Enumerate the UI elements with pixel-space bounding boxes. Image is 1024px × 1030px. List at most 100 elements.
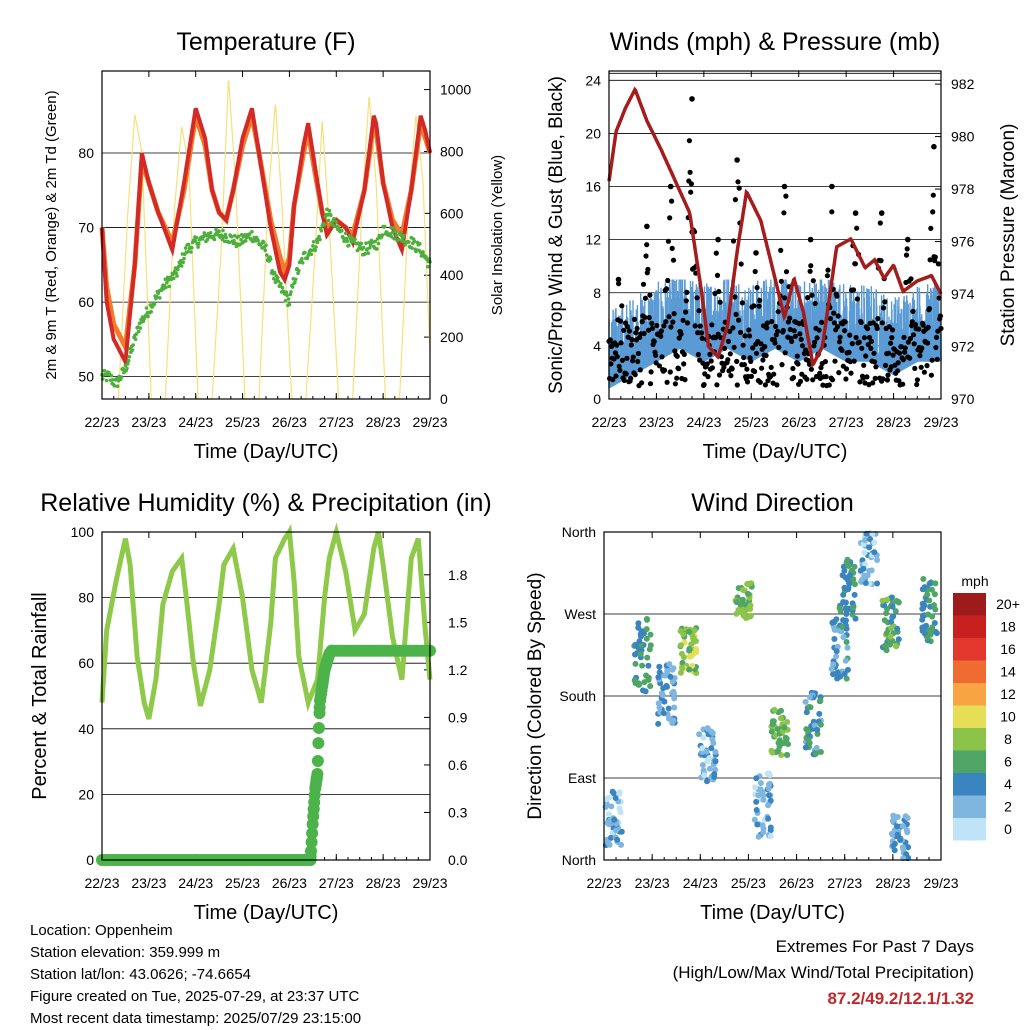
direction-point bbox=[928, 586, 935, 593]
colorbar-tick-label: 0 bbox=[1004, 821, 1012, 837]
colorbar-swatch bbox=[953, 728, 986, 751]
x-tick-label: 24/23 bbox=[178, 414, 213, 430]
td-point bbox=[186, 250, 190, 254]
gust-point bbox=[684, 289, 690, 295]
gust-point bbox=[697, 323, 703, 329]
gust-point bbox=[917, 353, 923, 359]
td-point bbox=[397, 237, 401, 242]
gust-point bbox=[896, 378, 902, 384]
direction-point bbox=[774, 748, 781, 755]
gust-point bbox=[912, 322, 919, 328]
direction-point bbox=[904, 829, 911, 836]
x-tick-label: 26/23 bbox=[781, 414, 816, 430]
direction-point bbox=[618, 828, 625, 835]
direction-point bbox=[840, 617, 847, 624]
gust-point bbox=[781, 210, 787, 216]
direction-point bbox=[606, 841, 613, 848]
colorbar-tick-label: 10 bbox=[1000, 709, 1016, 725]
td-point bbox=[186, 242, 191, 247]
td-point bbox=[322, 222, 327, 227]
direction-point bbox=[894, 625, 901, 632]
gust-point bbox=[848, 370, 854, 376]
gust-point bbox=[925, 340, 931, 346]
td-point bbox=[272, 276, 276, 281]
direction-point bbox=[931, 620, 938, 626]
x-tick-label: 25/23 bbox=[731, 875, 766, 891]
gust-point bbox=[775, 328, 781, 334]
gust-point bbox=[727, 328, 733, 334]
colorbar-swatch bbox=[953, 750, 986, 773]
direction-point bbox=[771, 706, 778, 713]
gust-point bbox=[653, 352, 659, 358]
gust-point bbox=[872, 359, 878, 365]
y-tick-label: 60 bbox=[78, 655, 94, 671]
plot-border bbox=[101, 70, 431, 400]
direction-point bbox=[866, 567, 873, 574]
td-point bbox=[152, 302, 157, 307]
gust-point bbox=[674, 375, 680, 381]
direction-point bbox=[871, 539, 878, 546]
gust-point bbox=[742, 333, 748, 339]
y-tick-label: South bbox=[559, 688, 596, 704]
gust-point bbox=[666, 314, 672, 320]
x-tick-label: 23/23 bbox=[635, 875, 670, 891]
gust-point bbox=[658, 333, 664, 339]
direction-point bbox=[890, 812, 897, 819]
gust-peak bbox=[852, 210, 859, 216]
y-axis-label: Percent & Total Rainfall bbox=[29, 592, 51, 800]
gust-point bbox=[795, 361, 801, 367]
gust-point bbox=[919, 345, 925, 351]
direction-point bbox=[781, 724, 788, 731]
gust-point bbox=[819, 319, 825, 325]
direction-point bbox=[883, 630, 890, 637]
gust-point bbox=[782, 295, 788, 301]
gust-point bbox=[834, 293, 840, 299]
gust-point bbox=[779, 362, 785, 368]
direction-point bbox=[780, 740, 787, 747]
td-point bbox=[345, 239, 350, 243]
gust-point bbox=[733, 311, 739, 317]
y-axis-label: 2m & 9m T (Red, Orange) & 2m Td (Green) bbox=[43, 90, 60, 379]
precip-point bbox=[311, 768, 324, 780]
gust-point bbox=[626, 328, 633, 334]
gust-point bbox=[888, 340, 894, 346]
gust-point bbox=[757, 297, 763, 303]
station-info: Location: Oppenheim Station elevation: 3… bbox=[30, 920, 361, 1030]
gust-point bbox=[875, 316, 881, 322]
gust-point bbox=[748, 358, 754, 364]
td-point bbox=[410, 246, 414, 250]
direction-point bbox=[693, 646, 700, 653]
direction-point bbox=[642, 688, 649, 695]
plot-border bbox=[101, 531, 431, 861]
direction-point bbox=[888, 618, 895, 625]
gust-point bbox=[614, 342, 620, 348]
gust-point bbox=[621, 377, 627, 383]
direction-point bbox=[844, 644, 851, 651]
direction-point bbox=[677, 642, 684, 649]
td-point bbox=[221, 228, 225, 233]
gust-point bbox=[910, 308, 916, 314]
gust-point bbox=[933, 334, 940, 340]
direction-point bbox=[704, 778, 710, 785]
td-point bbox=[336, 226, 341, 230]
x-axis-label: Time (Day/UTC) bbox=[194, 902, 339, 924]
direction-point bbox=[802, 698, 809, 705]
td-point bbox=[313, 248, 318, 253]
gust-point bbox=[651, 338, 657, 345]
td-point bbox=[311, 240, 316, 244]
x-axis-label: Time (Day/UTC) bbox=[194, 441, 339, 463]
direction-point bbox=[671, 695, 678, 702]
direction-point bbox=[614, 836, 621, 843]
direction-point bbox=[647, 631, 654, 638]
direction-point bbox=[813, 744, 820, 751]
plot-border bbox=[608, 70, 942, 400]
gust-point bbox=[754, 285, 760, 291]
gust-point bbox=[730, 238, 737, 244]
direction-point bbox=[701, 772, 708, 779]
direction-point bbox=[618, 841, 625, 848]
td-point bbox=[138, 326, 143, 330]
y2-tick-label: 970 bbox=[951, 391, 975, 407]
gust-point bbox=[676, 335, 682, 341]
colorbar-swatch bbox=[953, 593, 986, 616]
gust-point bbox=[911, 341, 917, 347]
